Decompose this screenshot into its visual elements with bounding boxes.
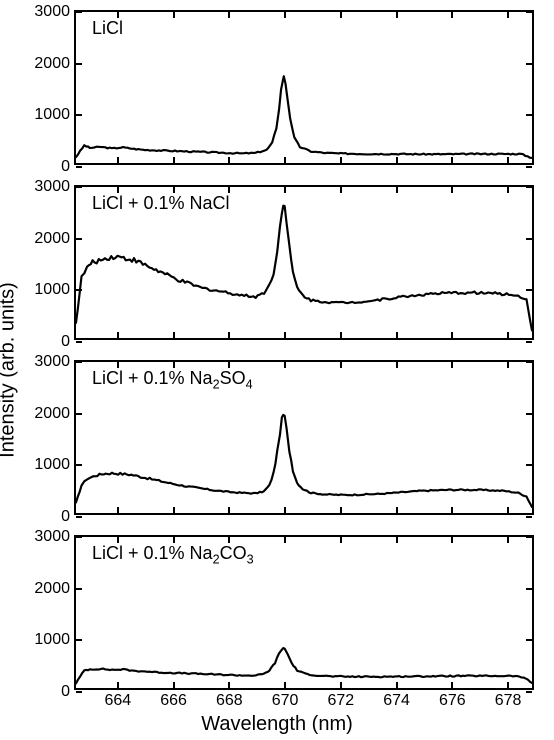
y-tick-label: 2000 <box>34 405 70 423</box>
spectrum-panel: LiCl + 0.1% Na2CO30100020003000664666668… <box>74 535 534 690</box>
y-tick-label: 2000 <box>34 230 70 248</box>
spectrum-panel: LiCl + 0.1% Na2SO40100020003000 <box>74 360 534 515</box>
y-tick-label: 3000 <box>34 3 70 21</box>
y-tick-label: 0 <box>61 333 70 351</box>
spectrum-trace <box>76 362 532 513</box>
spectra-figure: Intensity (arb. units) Wavelength (nm) L… <box>0 0 554 740</box>
y-tick-label: 1000 <box>34 631 70 649</box>
x-tick-label: 678 <box>495 692 522 710</box>
spectrum-trace <box>76 537 532 688</box>
y-tick-label: 1000 <box>34 281 70 299</box>
y-tick-label: 2000 <box>34 55 70 73</box>
x-tick-label: 672 <box>327 692 354 710</box>
y-tick-label: 0 <box>61 508 70 526</box>
y-tick-label: 3000 <box>34 353 70 371</box>
x-tick-label: 676 <box>439 692 466 710</box>
x-axis-label: Wavelength (nm) <box>201 713 353 736</box>
x-tick-label: 666 <box>160 692 187 710</box>
x-tick-label: 670 <box>272 692 299 710</box>
y-axis-label: Intensity (arb. units) <box>0 282 20 458</box>
y-tick-label: 0 <box>61 683 70 701</box>
y-tick-label: 3000 <box>34 528 70 546</box>
spectrum-trace <box>76 12 532 163</box>
spectrum-trace <box>76 187 532 338</box>
y-tick-label: 2000 <box>34 580 70 598</box>
x-tick-label: 674 <box>383 692 410 710</box>
spectrum-panel: LiCl + 0.1% NaCl0100020003000 <box>74 185 534 340</box>
x-tick-label: 668 <box>216 692 243 710</box>
spectrum-panel: LiCl0100020003000 <box>74 10 534 165</box>
y-tick-label: 1000 <box>34 456 70 474</box>
y-tick-label: 1000 <box>34 106 70 124</box>
y-tick-label: 0 <box>61 158 70 176</box>
y-tick-label: 3000 <box>34 178 70 196</box>
x-tick-label: 664 <box>104 692 131 710</box>
